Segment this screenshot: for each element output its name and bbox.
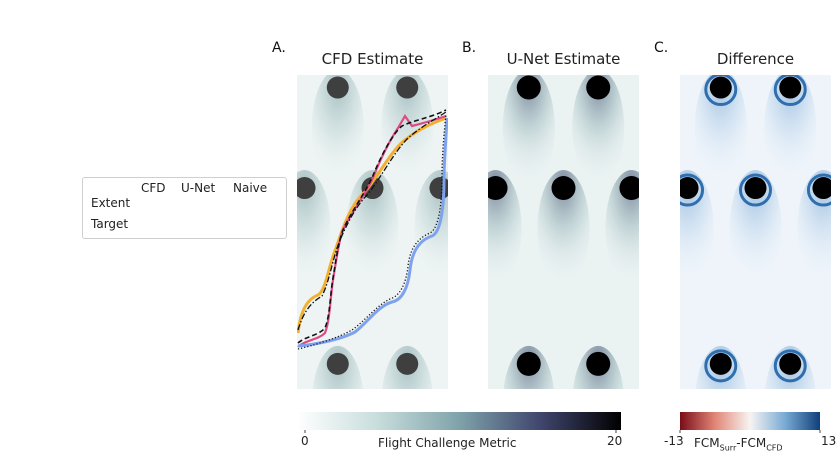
obstacle-unet-5	[516, 351, 541, 376]
legend-column-cfd: CFD	[141, 181, 166, 195]
extent-contours	[297, 109, 448, 350]
legend-column-unet: U-Net	[181, 181, 216, 195]
panel-letter-a: A.	[272, 40, 286, 56]
heatmap-difference-panel	[680, 75, 831, 389]
obstacle-cfd-4	[429, 177, 448, 200]
obstacle-ring-diff-2	[680, 173, 705, 207]
obstacle-cfd-2	[297, 177, 316, 200]
obstacle-ring-diff-4	[806, 173, 831, 207]
wake-cfd-2	[297, 170, 331, 287]
obstacle-ring-diff-0	[704, 75, 738, 107]
extent-cfd-curve	[297, 117, 448, 348]
colorbar-diff-label: FCMSurr-FCMCFD	[694, 436, 783, 452]
obstacle-ring-diff-1	[773, 75, 807, 107]
wake-cfd-4	[414, 170, 448, 287]
obstacle-cfd-6	[396, 352, 419, 375]
panel-title-cfd: CFD Estimate	[321, 50, 424, 68]
obstacle-ring-diff-3	[739, 173, 772, 207]
obstacle-cfd-1	[396, 76, 419, 99]
legend-row-extent: Extent	[91, 196, 131, 210]
colorbar-fcm-min: 0	[301, 434, 309, 448]
wake-unet-1	[572, 75, 625, 186]
obstacle-diff-6	[779, 352, 802, 375]
colorbar-fcm-label: Flight Challenge Metric	[378, 436, 517, 450]
obstacle-unet-3	[551, 176, 576, 201]
obstacle-diff-1	[779, 76, 802, 99]
obstacle-unet-4	[619, 176, 639, 201]
target-naive-curve	[297, 111, 447, 331]
colorbar-diff-label-part1: FCM	[694, 436, 720, 450]
obstacle-diff-2	[680, 177, 699, 200]
obstacle-ring-diff-6	[773, 349, 807, 383]
colorbar-diff-max: 13	[821, 434, 837, 448]
wake-cfd-0	[311, 75, 364, 186]
colorbar-diff-label-sub1: Surr	[719, 443, 737, 453]
obstacle-unet-6	[586, 351, 611, 376]
heatmap-unet-panel	[488, 75, 639, 389]
wake-unet-3	[537, 170, 590, 287]
panel-letter-c: C.	[654, 40, 669, 56]
obstacle-diff-5	[709, 352, 732, 375]
colorbar-diff-label-part2: -FCM	[736, 436, 767, 450]
wake-diff-0	[694, 75, 747, 186]
colorbar-diff-label-sub2: CFD	[766, 443, 783, 453]
wake-diff-4	[797, 170, 831, 287]
obstacle-unet-0	[516, 75, 541, 100]
obstacle-ring-diff-5	[704, 349, 738, 383]
obstacle-cfd-0	[326, 76, 349, 99]
obstacle-unet-1	[586, 75, 611, 100]
obstacle-diff-3	[744, 177, 767, 200]
obstacle-cfd-5	[326, 352, 349, 375]
wake-unet-0	[502, 75, 555, 186]
legend-column-naive: Naive	[233, 181, 268, 195]
colorbar-diff-min: -13	[664, 434, 684, 448]
colorbar-fcm	[297, 412, 621, 430]
legend	[82, 177, 287, 239]
panel-letter-b: B.	[462, 40, 477, 56]
colorbar-fcm-max: 20	[607, 434, 623, 448]
obstacle-diff-4	[812, 177, 831, 200]
colorbar-difference	[680, 412, 820, 430]
obstacle-diff-0	[709, 76, 732, 99]
heatmap-cfd-panel	[297, 75, 448, 389]
wake-cfd-1	[381, 75, 434, 186]
target-unet-curve	[297, 109, 447, 344]
wake-diff-2	[680, 170, 714, 287]
panel-title-unet: U-Net Estimate	[506, 50, 621, 68]
obstacle-layer-diff	[680, 75, 831, 383]
obstacle-layer-unet	[488, 75, 639, 376]
wake-diff-1	[764, 75, 817, 186]
panel-title-difference: Difference	[716, 50, 795, 68]
obstacle-unet-2	[488, 176, 508, 201]
legend-row-target: Target	[91, 217, 129, 231]
